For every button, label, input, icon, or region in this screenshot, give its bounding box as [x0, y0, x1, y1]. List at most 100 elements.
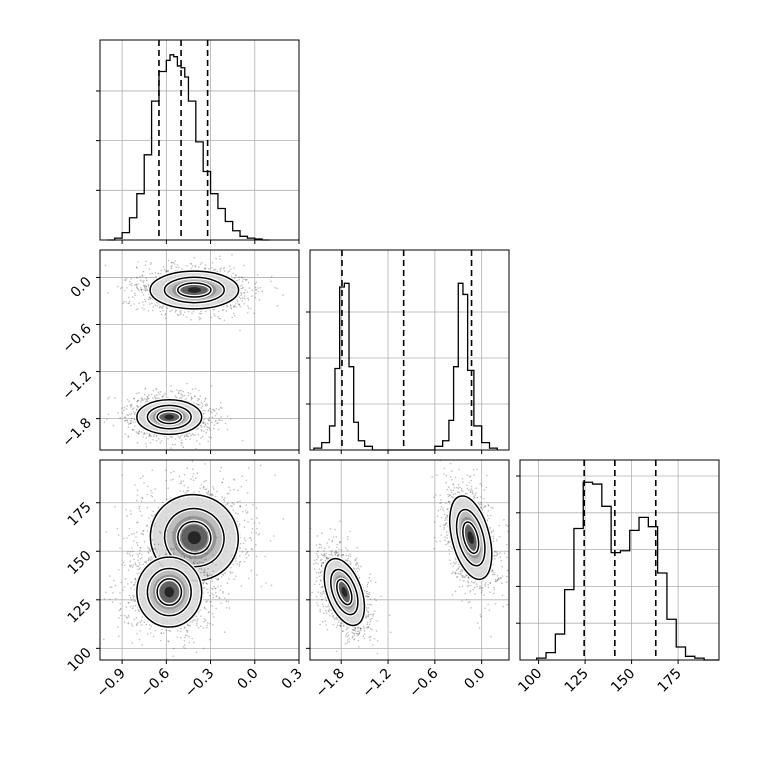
- sample-point: [233, 488, 235, 491]
- sample-point: [234, 274, 237, 277]
- sample-point: [203, 480, 205, 483]
- sample-point: [202, 487, 205, 489]
- sample-point: [214, 495, 217, 498]
- sample-point: [202, 562, 204, 564]
- sample-point: [206, 428, 208, 431]
- sample-point: [255, 555, 258, 558]
- sample-point: [107, 397, 109, 400]
- sample-point: [150, 261, 152, 264]
- sample-point: [164, 535, 167, 537]
- sample-point: [237, 489, 239, 492]
- sample-point: [162, 266, 165, 268]
- sample-point: [241, 287, 244, 290]
- sample-point: [198, 266, 200, 268]
- sample-point: [203, 400, 206, 403]
- sample-point: [214, 591, 217, 594]
- sample-point: [137, 261, 139, 263]
- sample-point: [196, 472, 199, 475]
- sample-point: [188, 641, 191, 644]
- sample-point: [182, 314, 185, 316]
- sample-point: [191, 433, 194, 435]
- sample-point: [230, 305, 232, 307]
- sample-point: [204, 423, 207, 426]
- sample-point: [151, 397, 154, 399]
- sample-point: [198, 490, 200, 493]
- sample-point: [241, 280, 244, 283]
- sample-point: [210, 578, 213, 580]
- sample-point: [205, 578, 208, 581]
- sample-point: [249, 537, 251, 540]
- sample-point: [239, 505, 241, 508]
- sample-point: [144, 264, 147, 267]
- sample-point: [157, 437, 160, 440]
- sample-point: [124, 420, 127, 422]
- sample-point: [172, 647, 175, 650]
- sample-point: [226, 492, 229, 495]
- sample-point: [193, 256, 196, 259]
- sample-point: [135, 499, 138, 502]
- sample-point: [208, 427, 211, 430]
- sample-point: [140, 288, 143, 291]
- contour-line: [149, 270, 240, 310]
- sample-point: [231, 505, 233, 508]
- sample-point: [156, 397, 158, 399]
- sample-point: [124, 614, 126, 617]
- sample-point: [201, 435, 204, 438]
- sample-point: [148, 296, 150, 299]
- sample-point: [205, 546, 207, 548]
- sample-point: [254, 286, 257, 289]
- sample-point: [212, 488, 215, 490]
- sample-point: [250, 531, 253, 534]
- sample-point: [148, 433, 151, 436]
- scatter-p0-p2-points: [100, 460, 285, 660]
- sample-point: [136, 624, 138, 626]
- sample-point: [108, 396, 111, 399]
- sample-point: [183, 474, 186, 476]
- sample-point: [133, 429, 135, 431]
- sample-point: [152, 389, 155, 392]
- sample-point: [175, 266, 178, 269]
- sample-point: [239, 504, 242, 507]
- sample-point: [177, 391, 180, 394]
- sample-point: [133, 303, 135, 305]
- sample-point: [132, 605, 134, 607]
- sample-point: [228, 493, 230, 495]
- sample-point: [216, 412, 218, 415]
- sample-point: [119, 417, 121, 419]
- sample-point: [233, 277, 236, 280]
- sample-point: [129, 555, 132, 557]
- density-level: [187, 287, 201, 293]
- density-level: [164, 414, 175, 420]
- sample-point: [240, 294, 242, 297]
- sample-point: [172, 261, 175, 264]
- sample-point: [258, 299, 261, 301]
- sample-point: [236, 563, 238, 565]
- sample-point: [247, 467, 250, 469]
- sample-point: [131, 408, 134, 411]
- sample-point: [137, 622, 139, 624]
- sample-point: [179, 482, 182, 485]
- sample-point: [214, 314, 216, 317]
- sample-point: [214, 587, 217, 590]
- hist-p2-frame: [519, 459, 720, 661]
- sample-point: [128, 296, 130, 299]
- sample-point: [232, 563, 235, 566]
- sample-point: [200, 526, 203, 529]
- sample-point: [197, 403, 199, 406]
- sample-point: [123, 537, 125, 540]
- sample-point: [246, 551, 249, 553]
- sample-point: [127, 414, 130, 417]
- sample-point: [141, 514, 143, 517]
- sample-point: [160, 532, 162, 534]
- sample-point: [142, 270, 145, 273]
- sample-point: [255, 288, 257, 291]
- sample-point: [145, 285, 147, 288]
- sample-point: [274, 287, 276, 289]
- sample-point: [212, 594, 214, 596]
- sample-point: [245, 548, 247, 550]
- sample-point: [147, 559, 149, 562]
- sample-point: [145, 399, 148, 401]
- sample-point: [204, 586, 206, 589]
- sample-point: [140, 500, 143, 503]
- sample-point: [251, 528, 254, 530]
